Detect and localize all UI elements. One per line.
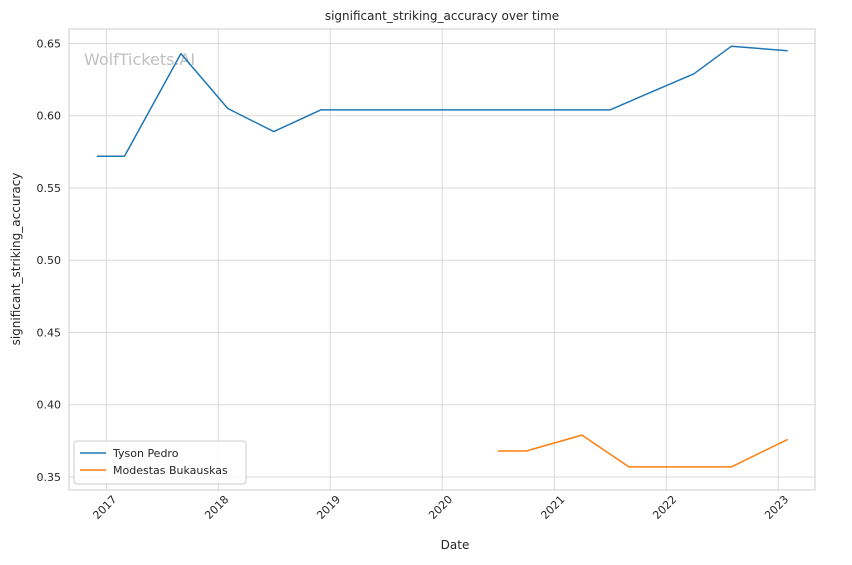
y-tick-label: 0.55 <box>37 182 62 195</box>
y-tick-label: 0.50 <box>37 254 62 267</box>
y-tick-label: 0.40 <box>37 399 62 412</box>
y-axis-title: significant_striking_accuracy <box>9 173 23 346</box>
legend-label: Tyson Pedro <box>112 447 179 460</box>
y-tick-label: 0.45 <box>37 326 62 339</box>
series-line-modestas-bukauskas <box>498 434 789 468</box>
legend-box <box>73 440 247 485</box>
y-tick-label: 0.60 <box>37 110 62 123</box>
series-lines <box>96 45 789 468</box>
legend-label: Modestas Bukauskas <box>113 464 228 477</box>
watermark-text: WolfTickets.AI <box>84 50 195 69</box>
y-tick-label: 0.35 <box>37 471 62 484</box>
series-line-tyson-pedro <box>96 45 788 157</box>
y-tick-label: 0.65 <box>37 37 62 50</box>
chart-title: significant_striking_accuracy over time <box>325 9 559 23</box>
x-axis-title: Date <box>441 538 470 552</box>
legend: Tyson Pedro Modestas Bukauskas <box>73 440 247 485</box>
plot-area-frame <box>68 28 816 491</box>
